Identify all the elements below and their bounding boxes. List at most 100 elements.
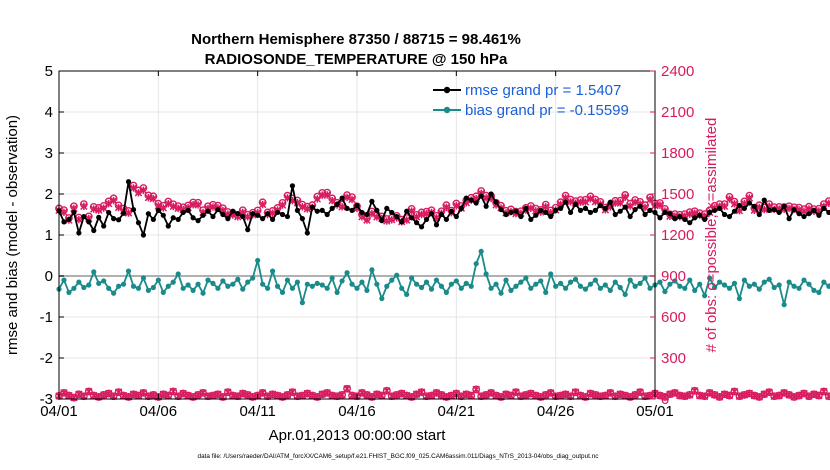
- rmse-point: [712, 207, 718, 213]
- rmse-point: [791, 206, 797, 213]
- obs-bottom-assimilated-point: [546, 389, 555, 397]
- obs-assimilated-point: [407, 207, 416, 215]
- rmse-point: [111, 216, 117, 222]
- bias-point: [811, 287, 817, 293]
- bias-point: [250, 275, 256, 281]
- rmse-point: [587, 209, 594, 216]
- rmse-point: [428, 211, 435, 217]
- left-y-tick-label-1: -2: [40, 350, 53, 367]
- obs-bottom-assimilated-point: [800, 389, 808, 398]
- bias-point: [771, 284, 777, 291]
- bias-point: [359, 279, 365, 285]
- x-tick-label-0: 04/01: [40, 403, 78, 420]
- obs-assimilated-point: [646, 195, 654, 204]
- bias-point: [548, 271, 554, 277]
- bias-point: [339, 278, 345, 284]
- rmse-point: [821, 205, 827, 211]
- rmse-point: [190, 215, 196, 221]
- obs-bottom-assimilated-point: [432, 389, 441, 397]
- bias-point: [816, 289, 822, 295]
- rmse-point: [493, 199, 499, 205]
- rmse-point: [269, 216, 276, 223]
- bias-point: [493, 281, 499, 287]
- bias-point: [513, 283, 519, 289]
- right-y-axis-label: # of obs: o=possible; ×=assimilated: [703, 118, 720, 353]
- obs-bottom-assimilated-point: [700, 392, 709, 400]
- obs-assimilated-point: [402, 216, 411, 224]
- obs-bottom-assimilated-point: [65, 391, 73, 400]
- left-y-tick-label-3: 0: [45, 268, 53, 285]
- obs-assimilated-point: [194, 201, 202, 209]
- legend: rmse grand pr = 1.5407 bias grand pr = -…: [433, 82, 629, 119]
- rmse-point: [533, 212, 539, 218]
- bias-point: [260, 281, 266, 287]
- bias-point: [160, 289, 166, 295]
- bias-point: [632, 283, 638, 289]
- obs-bottom-assimilated-point: [199, 389, 207, 397]
- rmse-point: [806, 211, 812, 217]
- bias-point: [255, 257, 261, 264]
- rmse-point: [240, 213, 246, 220]
- bias-point: [81, 284, 87, 291]
- obs-bottom-assimilated-point: [542, 391, 550, 399]
- rmse-point: [513, 208, 519, 214]
- rmse-point: [692, 215, 698, 221]
- bias-point: [697, 281, 703, 287]
- obs-bottom-assimilated-point: [224, 388, 232, 396]
- rmse-point: [433, 222, 440, 228]
- obs-bottom-assimilated-point: [60, 389, 68, 397]
- rmse-point: [801, 213, 807, 220]
- bias-point: [761, 279, 767, 285]
- rmse-point: [324, 211, 330, 218]
- bias-point: [294, 279, 300, 285]
- bias-point: [155, 277, 161, 283]
- bias-point: [200, 290, 206, 296]
- bias-point: [801, 277, 807, 283]
- rmse-point: [160, 212, 166, 218]
- bias-point: [647, 285, 653, 291]
- bias-point: [101, 278, 107, 284]
- bias-point: [414, 281, 420, 287]
- bias-point: [776, 282, 782, 288]
- obs-bottom-assimilated-point: [194, 391, 202, 399]
- bias-point: [344, 270, 350, 276]
- rmse-point: [101, 223, 107, 229]
- obs-bottom-assimilated-point: [343, 385, 351, 393]
- obs-assimilated-point: [368, 209, 376, 218]
- bias-point: [607, 287, 613, 293]
- bias-point: [577, 283, 584, 289]
- bias-point: [563, 285, 569, 291]
- bias-point: [210, 280, 216, 286]
- rmse-point: [200, 212, 206, 218]
- bias-point: [736, 295, 743, 302]
- rmse-point: [155, 207, 161, 213]
- chart-title-line2: RADIOSONDE_TEMPERATURE @ 150 hPa: [205, 51, 508, 68]
- bias-point: [538, 278, 544, 284]
- bias-point: [374, 281, 380, 287]
- rmse-point: [756, 211, 762, 218]
- rmse-point: [349, 207, 355, 213]
- obs-bottom-assimilated-point: [323, 389, 331, 397]
- obs-assimilated-point: [124, 209, 133, 217]
- obs-bottom-assimilated-point: [397, 389, 406, 398]
- rmse-point: [667, 211, 673, 217]
- obs-assimilated-point: [80, 202, 88, 211]
- bias-point: [235, 276, 241, 282]
- rmse-point: [150, 216, 156, 223]
- rmse-point: [473, 200, 479, 206]
- obs-assimilated-point: [244, 213, 252, 221]
- bias-point: [702, 293, 708, 299]
- rmse-point: [508, 209, 514, 216]
- bias-point: [682, 285, 688, 291]
- rmse-point: [140, 232, 147, 238]
- obs-bottom-assimilated-point: [244, 391, 252, 399]
- rmse-point: [572, 201, 579, 207]
- bias-point: [384, 283, 390, 289]
- bias-point: [567, 279, 574, 285]
- bias-point: [637, 280, 643, 286]
- bias-point: [418, 284, 425, 291]
- rmse-point: [592, 207, 599, 213]
- bias-point: [602, 282, 608, 288]
- rmse-point: [423, 216, 430, 223]
